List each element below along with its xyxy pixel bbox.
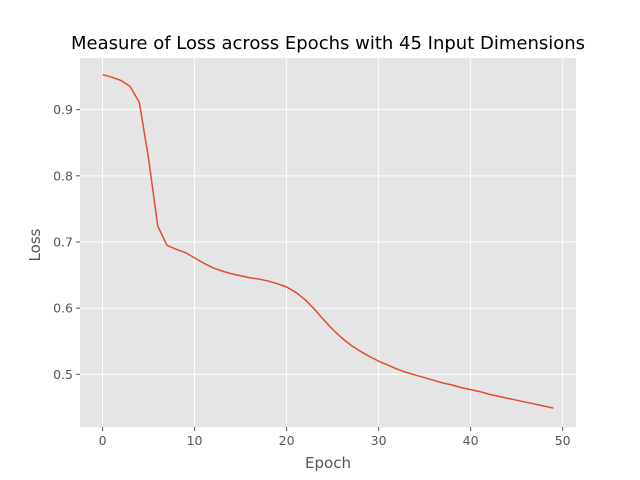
- x-tick-label: 40: [463, 433, 479, 448]
- y-tick-label: 0.9: [53, 102, 73, 117]
- y-tick-label: 0.5: [53, 367, 73, 382]
- y-tick-label: 0.7: [53, 235, 73, 250]
- y-axis-label: Loss: [26, 228, 44, 261]
- chart-title: Measure of Loss across Epochs with 45 In…: [71, 33, 585, 54]
- x-tick-label: 0: [99, 433, 107, 448]
- y-tick-label: 0.8: [53, 168, 73, 183]
- y-tick-label: 0.6: [53, 301, 73, 316]
- x-axis-label: Epoch: [305, 454, 351, 472]
- x-tick-label: 50: [555, 433, 571, 448]
- x-tick-label: 20: [279, 433, 295, 448]
- loss-series-line: [102, 73, 554, 409]
- y-gridlines: [80, 109, 576, 375]
- y-axis-ticks: 0.5 0.6 0.7 0.8 0.9: [53, 102, 80, 382]
- x-tick-label: 10: [187, 433, 203, 448]
- x-tick-label: 30: [371, 433, 387, 448]
- x-axis-ticks: 0 10 20 30 40 50: [99, 427, 571, 448]
